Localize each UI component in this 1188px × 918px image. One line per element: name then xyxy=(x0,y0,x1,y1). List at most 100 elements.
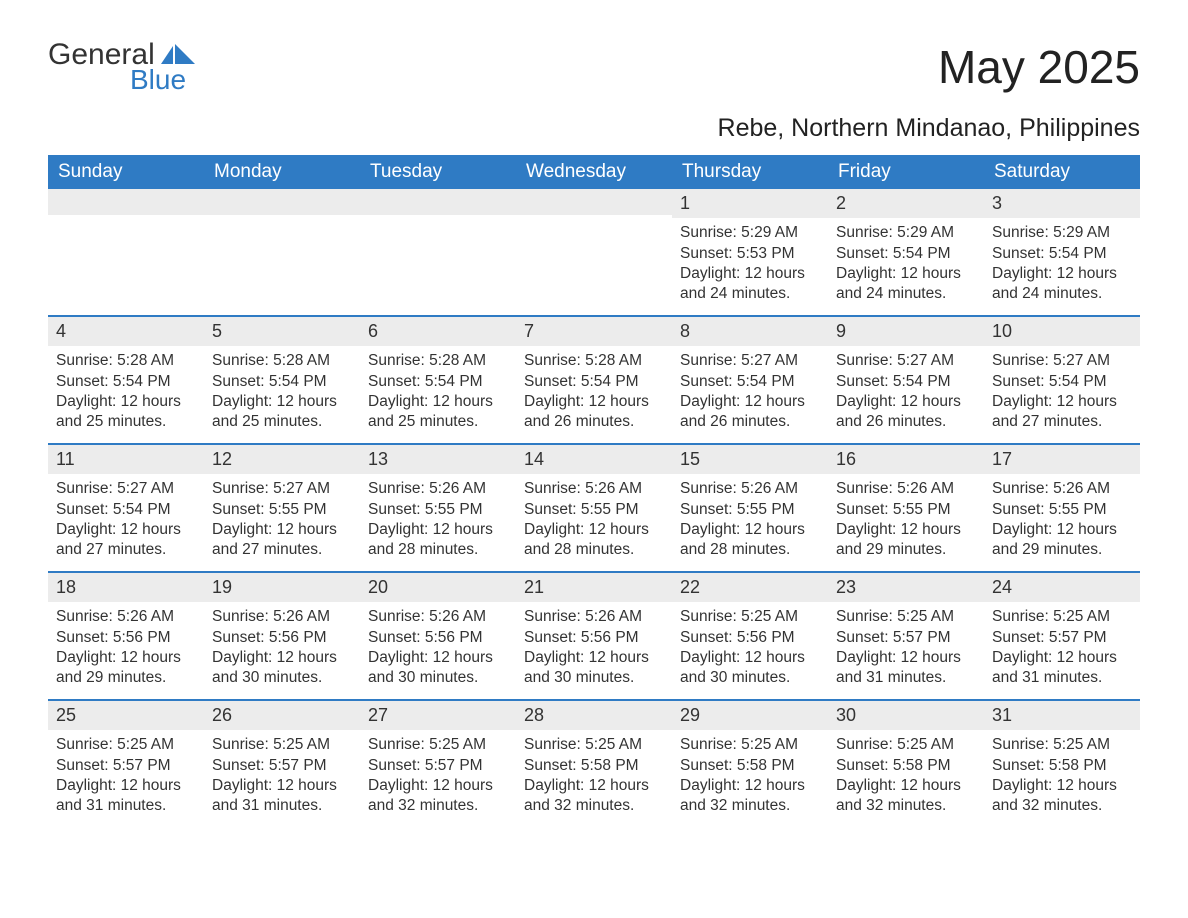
daylight-line: Daylight: 12 hours and 24 minutes. xyxy=(680,264,820,304)
daylight-line: Daylight: 12 hours and 28 minutes. xyxy=(680,520,820,560)
daylight-line: Daylight: 12 hours and 29 minutes. xyxy=(992,520,1132,560)
day-number: 23 xyxy=(828,573,984,602)
sunrise-line: Sunrise: 5:29 AM xyxy=(680,223,820,243)
sunset-line: Sunset: 5:55 PM xyxy=(524,500,664,520)
calendar-week: 18Sunrise: 5:26 AMSunset: 5:56 PMDayligh… xyxy=(48,571,1140,699)
day-number: 6 xyxy=(360,317,516,346)
day-content: Sunrise: 5:25 AMSunset: 5:57 PMDaylight:… xyxy=(360,730,516,826)
sunset-line: Sunset: 5:54 PM xyxy=(836,244,976,264)
day-content: Sunrise: 5:27 AMSunset: 5:54 PMDaylight:… xyxy=(984,346,1140,442)
calendar-day-empty xyxy=(48,189,204,315)
calendar-day: 19Sunrise: 5:26 AMSunset: 5:56 PMDayligh… xyxy=(204,573,360,699)
calendar-day: 23Sunrise: 5:25 AMSunset: 5:57 PMDayligh… xyxy=(828,573,984,699)
sunrise-line: Sunrise: 5:28 AM xyxy=(56,351,196,371)
calendar-day: 18Sunrise: 5:26 AMSunset: 5:56 PMDayligh… xyxy=(48,573,204,699)
weekday-header: Sunday xyxy=(48,155,204,189)
calendar: SundayMondayTuesdayWednesdayThursdayFrid… xyxy=(48,155,1140,827)
day-content: Sunrise: 5:25 AMSunset: 5:58 PMDaylight:… xyxy=(516,730,672,826)
sunrise-line: Sunrise: 5:26 AM xyxy=(212,607,352,627)
daylight-line: Daylight: 12 hours and 27 minutes. xyxy=(56,520,196,560)
daylight-line: Daylight: 12 hours and 26 minutes. xyxy=(524,392,664,432)
calendar-day: 22Sunrise: 5:25 AMSunset: 5:56 PMDayligh… xyxy=(672,573,828,699)
weekday-header: Saturday xyxy=(984,155,1140,189)
day-content: Sunrise: 5:26 AMSunset: 5:55 PMDaylight:… xyxy=(516,474,672,570)
day-content: Sunrise: 5:26 AMSunset: 5:55 PMDaylight:… xyxy=(984,474,1140,570)
day-content: Sunrise: 5:27 AMSunset: 5:54 PMDaylight:… xyxy=(672,346,828,442)
day-content: Sunrise: 5:26 AMSunset: 5:56 PMDaylight:… xyxy=(48,602,204,698)
day-content: Sunrise: 5:26 AMSunset: 5:56 PMDaylight:… xyxy=(204,602,360,698)
calendar-day-empty xyxy=(516,189,672,315)
sunset-line: Sunset: 5:55 PM xyxy=(680,500,820,520)
sunrise-line: Sunrise: 5:26 AM xyxy=(368,607,508,627)
sunset-line: Sunset: 5:54 PM xyxy=(992,372,1132,392)
sunset-line: Sunset: 5:53 PM xyxy=(680,244,820,264)
daylight-line: Daylight: 12 hours and 32 minutes. xyxy=(524,776,664,816)
day-number xyxy=(48,189,204,215)
sunrise-line: Sunrise: 5:27 AM xyxy=(212,479,352,499)
day-number: 27 xyxy=(360,701,516,730)
sunset-line: Sunset: 5:54 PM xyxy=(680,372,820,392)
day-number: 19 xyxy=(204,573,360,602)
sunset-line: Sunset: 5:56 PM xyxy=(56,628,196,648)
sunrise-line: Sunrise: 5:26 AM xyxy=(368,479,508,499)
daylight-line: Daylight: 12 hours and 27 minutes. xyxy=(212,520,352,560)
calendar-body: 1Sunrise: 5:29 AMSunset: 5:53 PMDaylight… xyxy=(48,189,1140,827)
sunrise-line: Sunrise: 5:25 AM xyxy=(836,735,976,755)
daylight-line: Daylight: 12 hours and 29 minutes. xyxy=(56,648,196,688)
calendar-day: 26Sunrise: 5:25 AMSunset: 5:57 PMDayligh… xyxy=(204,701,360,827)
calendar-day: 11Sunrise: 5:27 AMSunset: 5:54 PMDayligh… xyxy=(48,445,204,571)
sunset-line: Sunset: 5:58 PM xyxy=(836,756,976,776)
day-content: Sunrise: 5:29 AMSunset: 5:54 PMDaylight:… xyxy=(984,218,1140,314)
location-subtitle: Rebe, Northern Mindanao, Philippines xyxy=(48,114,1140,143)
day-number: 22 xyxy=(672,573,828,602)
day-number: 12 xyxy=(204,445,360,474)
sunrise-line: Sunrise: 5:26 AM xyxy=(524,607,664,627)
day-content: Sunrise: 5:25 AMSunset: 5:57 PMDaylight:… xyxy=(828,602,984,698)
day-number: 25 xyxy=(48,701,204,730)
sunset-line: Sunset: 5:55 PM xyxy=(836,500,976,520)
weekday-header: Thursday xyxy=(672,155,828,189)
sunrise-line: Sunrise: 5:28 AM xyxy=(368,351,508,371)
sunrise-line: Sunrise: 5:27 AM xyxy=(836,351,976,371)
day-content: Sunrise: 5:25 AMSunset: 5:58 PMDaylight:… xyxy=(828,730,984,826)
daylight-line: Daylight: 12 hours and 25 minutes. xyxy=(368,392,508,432)
sunrise-line: Sunrise: 5:25 AM xyxy=(524,735,664,755)
daylight-line: Daylight: 12 hours and 28 minutes. xyxy=(368,520,508,560)
day-content xyxy=(48,215,204,230)
day-number: 24 xyxy=(984,573,1140,602)
day-number: 18 xyxy=(48,573,204,602)
logo-word2: Blue xyxy=(130,64,195,96)
day-content xyxy=(204,215,360,230)
calendar-day: 14Sunrise: 5:26 AMSunset: 5:55 PMDayligh… xyxy=(516,445,672,571)
sunrise-line: Sunrise: 5:29 AM xyxy=(992,223,1132,243)
page-title: May 2025 xyxy=(938,40,1140,94)
day-number: 16 xyxy=(828,445,984,474)
sunset-line: Sunset: 5:55 PM xyxy=(992,500,1132,520)
calendar-day-empty xyxy=(360,189,516,315)
weekday-header: Tuesday xyxy=(360,155,516,189)
sunrise-line: Sunrise: 5:25 AM xyxy=(992,607,1132,627)
daylight-line: Daylight: 12 hours and 30 minutes. xyxy=(368,648,508,688)
sunrise-line: Sunrise: 5:29 AM xyxy=(836,223,976,243)
day-number: 9 xyxy=(828,317,984,346)
calendar-day: 4Sunrise: 5:28 AMSunset: 5:54 PMDaylight… xyxy=(48,317,204,443)
sunset-line: Sunset: 5:57 PM xyxy=(368,756,508,776)
calendar-day: 2Sunrise: 5:29 AMSunset: 5:54 PMDaylight… xyxy=(828,189,984,315)
sunset-line: Sunset: 5:54 PM xyxy=(212,372,352,392)
day-content: Sunrise: 5:28 AMSunset: 5:54 PMDaylight:… xyxy=(48,346,204,442)
sunset-line: Sunset: 5:57 PM xyxy=(836,628,976,648)
calendar-week: 1Sunrise: 5:29 AMSunset: 5:53 PMDaylight… xyxy=(48,189,1140,315)
header: General Blue May 2025 xyxy=(48,40,1140,96)
day-content xyxy=(360,215,516,230)
day-content: Sunrise: 5:25 AMSunset: 5:58 PMDaylight:… xyxy=(672,730,828,826)
calendar-day: 1Sunrise: 5:29 AMSunset: 5:53 PMDaylight… xyxy=(672,189,828,315)
calendar-week: 25Sunrise: 5:25 AMSunset: 5:57 PMDayligh… xyxy=(48,699,1140,827)
sunrise-line: Sunrise: 5:26 AM xyxy=(836,479,976,499)
daylight-line: Daylight: 12 hours and 25 minutes. xyxy=(56,392,196,432)
sunset-line: Sunset: 5:54 PM xyxy=(524,372,664,392)
day-number: 4 xyxy=(48,317,204,346)
daylight-line: Daylight: 12 hours and 32 minutes. xyxy=(368,776,508,816)
day-number: 28 xyxy=(516,701,672,730)
daylight-line: Daylight: 12 hours and 31 minutes. xyxy=(212,776,352,816)
daylight-line: Daylight: 12 hours and 29 minutes. xyxy=(836,520,976,560)
